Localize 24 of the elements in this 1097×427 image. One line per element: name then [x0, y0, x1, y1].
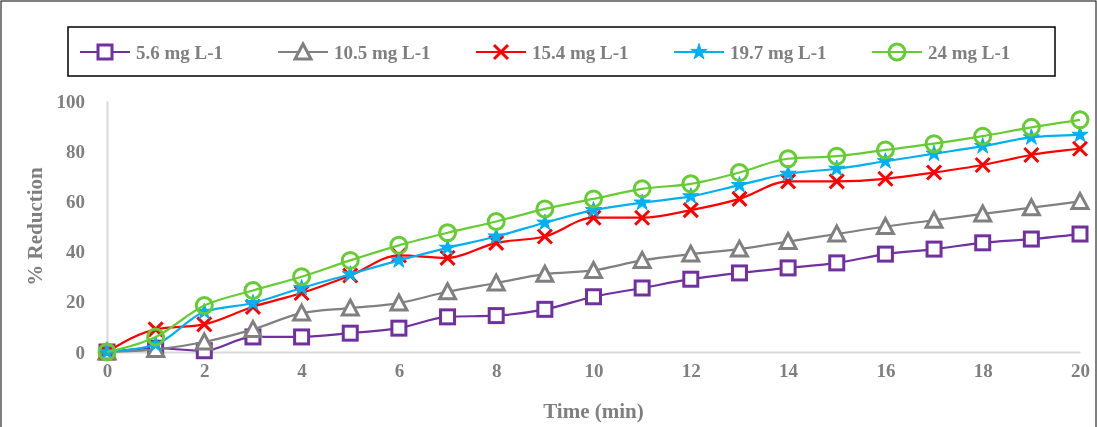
y-tick-label: 60	[66, 190, 85, 212]
x-tick-label: 14	[779, 360, 799, 382]
x-tick-label: 18	[973, 360, 993, 382]
x-axis-title: Time (min)	[543, 399, 644, 423]
x-tick-label: 10	[584, 360, 604, 382]
x-tick-label: 8	[491, 360, 502, 382]
legend-label: 24 mg L-1	[928, 42, 1011, 63]
legend-label: 5.6 mg L-1	[136, 42, 224, 63]
legend-label: 15.4 mg L-1	[532, 42, 629, 63]
x-tick-label: 2	[200, 360, 210, 382]
y-tick-label: 40	[66, 241, 85, 263]
x-tick-label: 4	[297, 360, 308, 382]
x-tick-label: 6	[394, 360, 405, 382]
x-tick-label: 20	[1071, 360, 1090, 382]
legend-label: 19.7 mg L-1	[730, 42, 827, 63]
y-tick-label: 20	[66, 291, 85, 313]
legend-label: 10.5 mg L-1	[334, 42, 431, 63]
x-tick-label: 12	[681, 360, 701, 382]
x-tick-label: 16	[876, 360, 896, 382]
y-axis-title: % Reduction	[23, 166, 47, 286]
y-tick-label: 80	[66, 140, 85, 162]
y-tick-label: 0	[75, 341, 85, 363]
x-tick-label: 0	[102, 360, 113, 382]
y-tick-label: 100	[56, 90, 85, 112]
